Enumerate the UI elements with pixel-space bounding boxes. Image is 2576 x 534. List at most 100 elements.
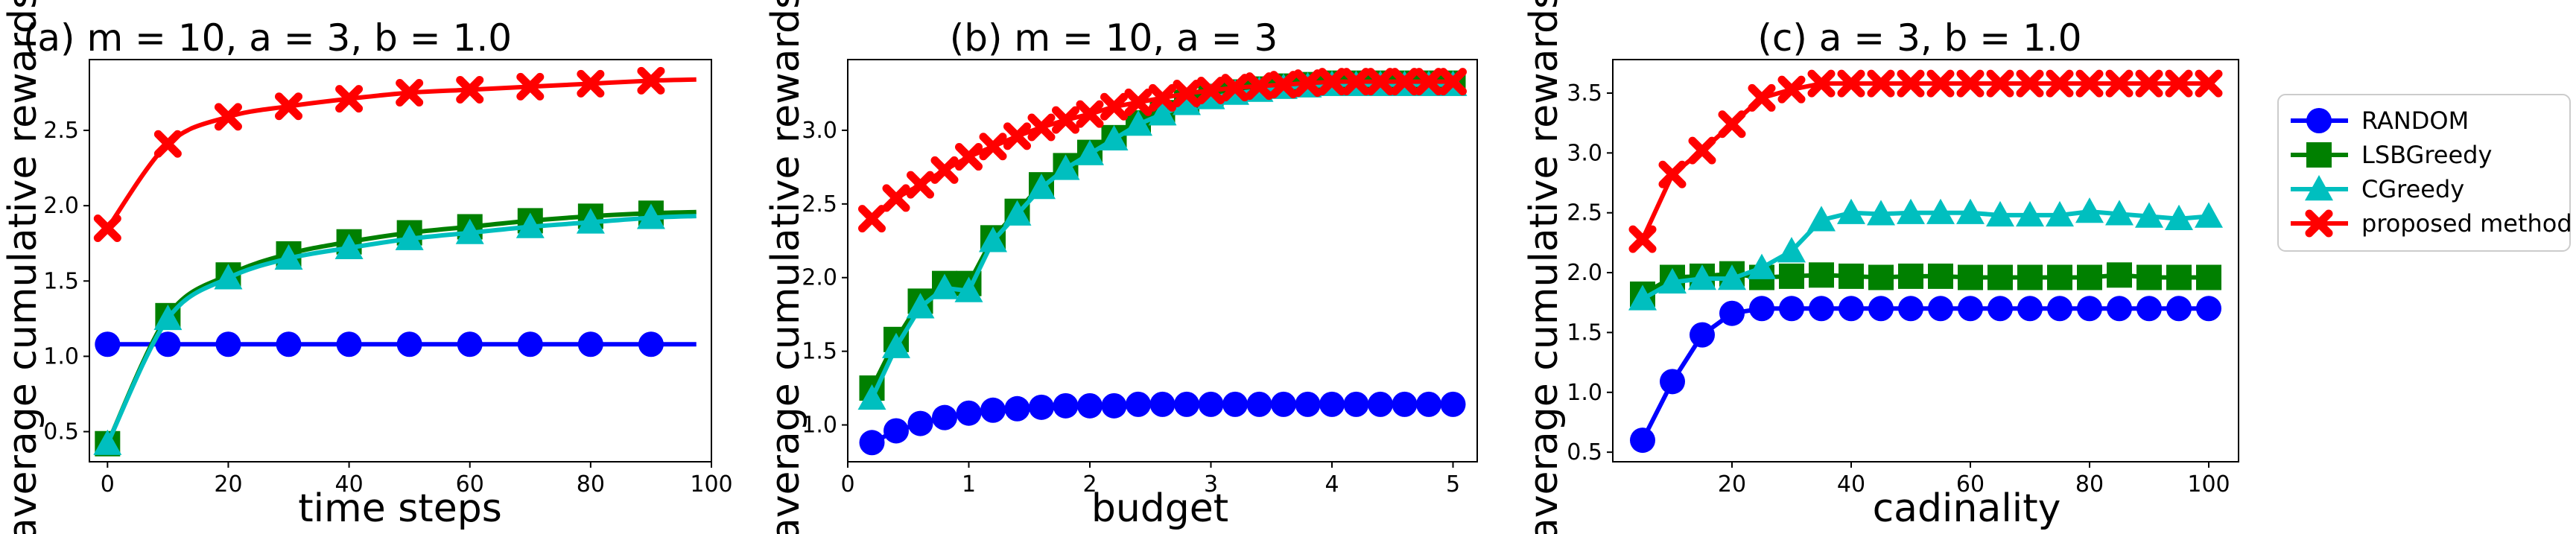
legend-marker <box>2305 175 2333 201</box>
data-point-proposed-method <box>93 214 121 243</box>
data-point-cgreedy <box>2016 200 2044 227</box>
legend-frame <box>2277 94 2571 252</box>
data-point-random <box>2136 296 2162 322</box>
legend-entry-cgreedy: CGreedy <box>2291 175 2464 203</box>
data-point-proposed-method <box>1748 83 1776 112</box>
y-tick-label: 2.0 <box>802 265 837 291</box>
plot-frame <box>89 59 712 463</box>
x-tick-label: 4 <box>1325 471 1339 498</box>
x-axis-label: budget <box>1091 486 1228 531</box>
data-point-random <box>155 331 181 357</box>
data-point-cgreedy <box>1124 110 1152 136</box>
data-point-random <box>1809 296 1834 322</box>
data-point-random <box>1319 391 1345 417</box>
data-point-random <box>1779 296 1804 322</box>
data-point-random <box>1198 391 1224 417</box>
data-point-cgreedy <box>2046 200 2074 227</box>
x-tick-label: 20 <box>214 471 242 498</box>
data-point-cgreedy <box>1051 154 1080 180</box>
data-point-random <box>1126 391 1151 417</box>
data-point-proposed-method <box>1221 74 1249 102</box>
data-point-cgreedy <box>1777 237 1806 263</box>
legend-entry-proposed-method: proposed method <box>2291 209 2572 238</box>
chart-title: (c) a = 3, b = 1.0 <box>1757 16 2081 60</box>
data-point-cgreedy <box>1897 198 1925 224</box>
data-point-cgreedy <box>93 429 122 455</box>
x-tick-label: 5 <box>1446 471 1460 498</box>
data-point-proposed-method <box>2016 69 2044 98</box>
y-tick-label: 1.5 <box>43 268 79 294</box>
data-point-random <box>1839 296 1864 322</box>
data-point-lsbgreedy <box>2136 264 2162 290</box>
data-point-random <box>1246 391 1272 417</box>
data-point-random <box>859 430 885 456</box>
series-lsbgreedy <box>1630 261 2221 307</box>
data-point-proposed-method <box>1688 136 1716 165</box>
x-axis-label: cadinality <box>1873 486 2061 531</box>
x-tick-label: 3 <box>1204 471 1218 498</box>
data-point-proposed-method <box>1718 110 1746 139</box>
data-point-proposed-method <box>1197 77 1225 105</box>
data-point-proposed-method <box>1173 79 1201 107</box>
data-point-lsbgreedy <box>2077 264 2102 290</box>
x-tick-label: 80 <box>577 471 605 498</box>
y-tick-label: 2.0 <box>1567 260 1602 286</box>
chart-panel-c: (c) a = 3, b = 1.0 average cumulative re… <box>1522 0 2239 534</box>
data-point-random <box>1271 391 1296 417</box>
tick-layer: 0 1 2 3 4 5 1.0 1.5 2.0 2.5 3.0 <box>802 118 1460 498</box>
data-point-cgreedy <box>1748 253 1776 279</box>
legend-entry-lsbgreedy: LSBGreedy <box>2291 141 2492 169</box>
series-line-random <box>1640 306 2209 442</box>
legend-marker <box>2305 209 2333 238</box>
data-point-cgreedy <box>930 273 959 299</box>
data-point-random <box>2166 296 2192 322</box>
data-point-random <box>1368 391 1393 417</box>
data-point-proposed-method <box>955 143 983 171</box>
data-point-cgreedy <box>1718 264 1746 290</box>
data-point-cgreedy <box>1956 198 1985 224</box>
legend-label: LSBGreedy <box>2361 141 2492 169</box>
data-point-lsbgreedy <box>1987 264 2013 290</box>
data-point-cgreedy <box>274 244 303 270</box>
series-line-cgreedy <box>869 82 1453 400</box>
data-point-proposed-method <box>275 92 303 121</box>
data-point-proposed-method <box>2135 69 2163 98</box>
data-point-lsbgreedy <box>1839 263 1864 289</box>
series-proposed-method <box>1628 69 2223 253</box>
data-point-proposed-method <box>335 85 364 113</box>
data-point-random <box>638 331 664 357</box>
data-point-proposed-method <box>396 78 424 107</box>
data-point-random <box>2107 296 2132 322</box>
data-point-lsbgreedy <box>2017 264 2043 290</box>
data-point-proposed-method <box>1956 69 1985 98</box>
data-point-proposed-method <box>1986 69 2014 98</box>
series-proposed-method <box>858 68 1467 233</box>
plot-frame <box>847 59 1478 463</box>
data-point-cgreedy <box>636 203 665 229</box>
legend: RANDOM LSBGreedy CGreedy proposed method <box>2277 94 2572 252</box>
series-layer <box>857 68 1468 456</box>
y-tick-label: 1.0 <box>802 413 837 439</box>
data-point-cgreedy <box>334 233 364 260</box>
x-tick-label: 2 <box>1082 471 1097 498</box>
data-point-proposed-method <box>1658 160 1687 188</box>
data-point-cgreedy <box>979 226 1007 252</box>
data-point-lsbgreedy <box>2196 264 2221 290</box>
data-point-cgreedy <box>2165 204 2193 230</box>
series-cgreedy <box>93 203 697 455</box>
data-point-random <box>1077 392 1103 419</box>
tick-layer: 20 40 60 80 100 0.5 1.0 1.5 2.0 2.5 3.0 3.5 <box>1567 80 2230 498</box>
data-point-cgreedy <box>1688 264 1716 290</box>
data-point-random <box>1719 300 1745 326</box>
data-point-proposed-method <box>1415 68 1443 96</box>
data-point-random <box>1053 392 1079 419</box>
x-tick-label: 80 <box>2075 471 2104 498</box>
data-point-random <box>956 400 982 426</box>
y-tick-label: 2.5 <box>43 118 79 144</box>
data-point-proposed-method <box>516 72 545 101</box>
data-point-cgreedy <box>1986 200 2014 227</box>
y-tick-label: 2.5 <box>1567 200 1602 226</box>
y-tick-label: 3.5 <box>1567 80 1602 107</box>
data-point-random <box>336 331 362 357</box>
data-point-proposed-method <box>2075 69 2104 98</box>
